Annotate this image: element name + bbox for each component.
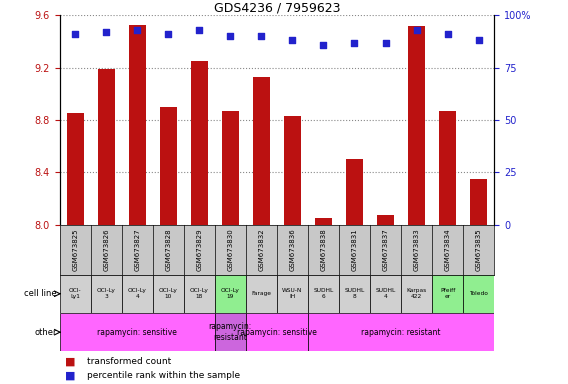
Bar (191, 61, 208, 225)
Text: OCI-Ly
10: OCI-Ly 10 (159, 288, 178, 299)
Point (70, 31, 80, 37)
Bar (284, 116, 301, 225)
Point (474, 37, 483, 43)
Point (102, 29, 111, 35)
Bar (439, 111, 456, 225)
Text: GSM673831: GSM673831 (352, 228, 357, 271)
Bar (246, 313, 308, 351)
Bar (463, 275, 494, 313)
Text: OCI-Ly
18: OCI-Ly 18 (190, 288, 209, 299)
Bar (215, 275, 246, 313)
Text: GSM673827: GSM673827 (134, 228, 140, 271)
Text: rapamycin: resistant: rapamycin: resistant (361, 328, 441, 337)
Text: SUDHL
8: SUDHL 8 (344, 288, 365, 299)
Bar (370, 275, 401, 313)
Text: OCI-
Ly1: OCI- Ly1 (69, 288, 81, 299)
Bar (277, 275, 308, 313)
Point (288, 37, 297, 43)
Bar (315, 218, 332, 225)
Bar (470, 179, 487, 225)
Text: GSM673829: GSM673829 (197, 228, 202, 271)
Bar (153, 275, 184, 313)
Bar (246, 275, 277, 313)
Text: GSM673838: GSM673838 (320, 228, 327, 271)
Text: GSM673837: GSM673837 (382, 228, 389, 271)
Text: OCI-Ly
3: OCI-Ly 3 (97, 288, 116, 299)
Point (319, 41, 328, 48)
Text: OCI-Ly
4: OCI-Ly 4 (128, 288, 147, 299)
Title: GDS4236 / 7959623: GDS4236 / 7959623 (214, 1, 340, 14)
Point (195, 27, 204, 33)
Text: rapamycin:
resistant: rapamycin: resistant (208, 323, 252, 342)
Bar (308, 275, 339, 313)
Bar (184, 275, 215, 313)
Text: GSM673835: GSM673835 (475, 228, 482, 271)
Text: Toledo: Toledo (469, 291, 488, 296)
Text: GSM673826: GSM673826 (103, 228, 109, 271)
Bar (60, 313, 215, 351)
Bar (432, 275, 463, 313)
Point (257, 33, 266, 40)
Text: SUDHL
4: SUDHL 4 (375, 288, 396, 299)
Text: Farage: Farage (252, 291, 272, 296)
Bar (215, 313, 246, 351)
Bar (408, 26, 425, 225)
Text: GSM673828: GSM673828 (165, 228, 172, 271)
Bar (66, 113, 83, 225)
Bar (122, 275, 153, 313)
Text: transformed count: transformed count (87, 357, 171, 366)
Text: percentile rank within the sample: percentile rank within the sample (87, 371, 240, 380)
Point (381, 40, 390, 46)
Point (133, 27, 142, 33)
Bar (98, 69, 115, 225)
Text: OCI-Ly
19: OCI-Ly 19 (221, 288, 240, 299)
Bar (129, 25, 146, 225)
Text: GSM673830: GSM673830 (227, 228, 233, 271)
Text: ■: ■ (65, 371, 76, 381)
Bar (91, 275, 122, 313)
Bar (253, 77, 270, 225)
Text: GSM673836: GSM673836 (290, 228, 295, 271)
Bar (377, 215, 394, 225)
Bar (346, 159, 363, 225)
Text: GSM673834: GSM673834 (445, 228, 450, 271)
Bar (339, 275, 370, 313)
Bar (401, 275, 432, 313)
Point (164, 31, 173, 37)
Text: GSM673833: GSM673833 (414, 228, 420, 271)
Text: other: other (34, 328, 57, 337)
Bar (160, 107, 177, 225)
Point (443, 31, 452, 37)
Text: WSU-N
IH: WSU-N IH (282, 288, 303, 299)
Text: Karpas
422: Karpas 422 (407, 288, 427, 299)
Text: GSM673832: GSM673832 (258, 228, 264, 271)
Text: GSM673825: GSM673825 (72, 228, 78, 271)
Text: rapamycin: sensitive: rapamycin: sensitive (237, 328, 317, 337)
Text: cell line: cell line (24, 289, 57, 298)
Point (226, 33, 235, 40)
Text: Pfeiff
er: Pfeiff er (440, 288, 456, 299)
Point (412, 27, 421, 33)
Point (350, 40, 359, 46)
Bar (60, 275, 91, 313)
Text: SUDHL
6: SUDHL 6 (314, 288, 333, 299)
Text: rapamycin: sensitive: rapamycin: sensitive (97, 328, 177, 337)
Text: ■: ■ (65, 356, 76, 366)
Bar (222, 111, 239, 225)
Bar (308, 313, 494, 351)
